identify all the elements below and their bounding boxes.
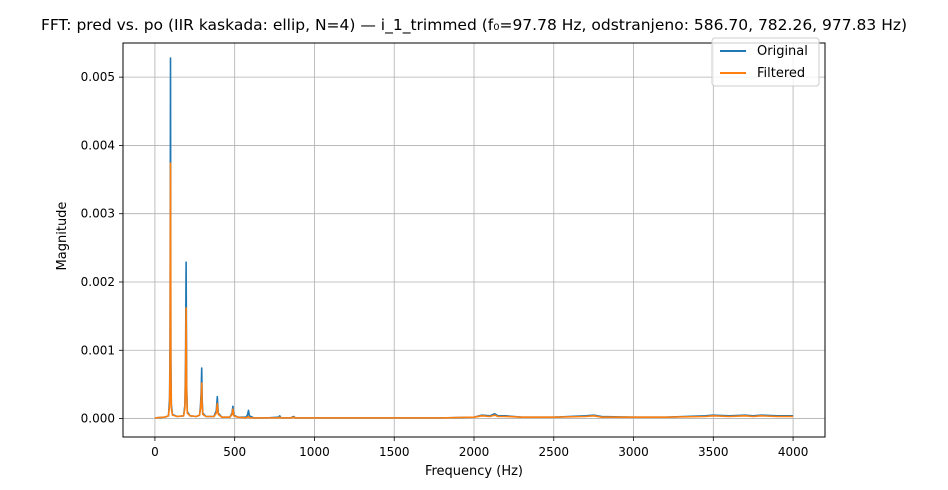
series-line-filtered	[154, 162, 794, 419]
x-tick-label: 1500	[379, 445, 410, 459]
x-tick-label: 4000	[778, 445, 809, 459]
series-lines	[154, 57, 794, 419]
y-tick-label: 0.000	[81, 412, 115, 426]
x-tick-label: 2500	[538, 445, 569, 459]
y-axis-ticks: 0.000 0.001 0.002 0.003 0.004 0.005	[81, 70, 123, 426]
y-axis-label: Magnitude	[55, 202, 70, 271]
y-tick-label: 0.002	[81, 275, 115, 289]
x-axis-ticks: 0 500 1000 1500 2000 2500 3000 3500 4000	[151, 437, 808, 459]
x-tick-label: 3500	[698, 445, 729, 459]
y-tick-label: 0.004	[81, 138, 115, 152]
x-tick-label: 500	[223, 445, 246, 459]
x-tick-label: 1000	[299, 445, 330, 459]
legend: Original Filtered	[711, 37, 820, 87]
x-tick-label: 0	[151, 445, 159, 459]
x-tick-label: 2000	[459, 445, 490, 459]
x-tick-label: 3000	[618, 445, 649, 459]
y-tick-label: 0.003	[81, 207, 115, 221]
grid	[123, 43, 825, 437]
y-tick-label: 0.001	[81, 343, 115, 357]
legend-label-original: Original	[757, 44, 808, 59]
chart-title: FFT: pred vs. po (IIR kaskada: ellip, N=…	[41, 16, 907, 35]
legend-label-filtered: Filtered	[757, 66, 805, 81]
x-axis-label: Frequency (Hz)	[425, 464, 523, 479]
y-tick-label: 0.005	[81, 70, 115, 84]
